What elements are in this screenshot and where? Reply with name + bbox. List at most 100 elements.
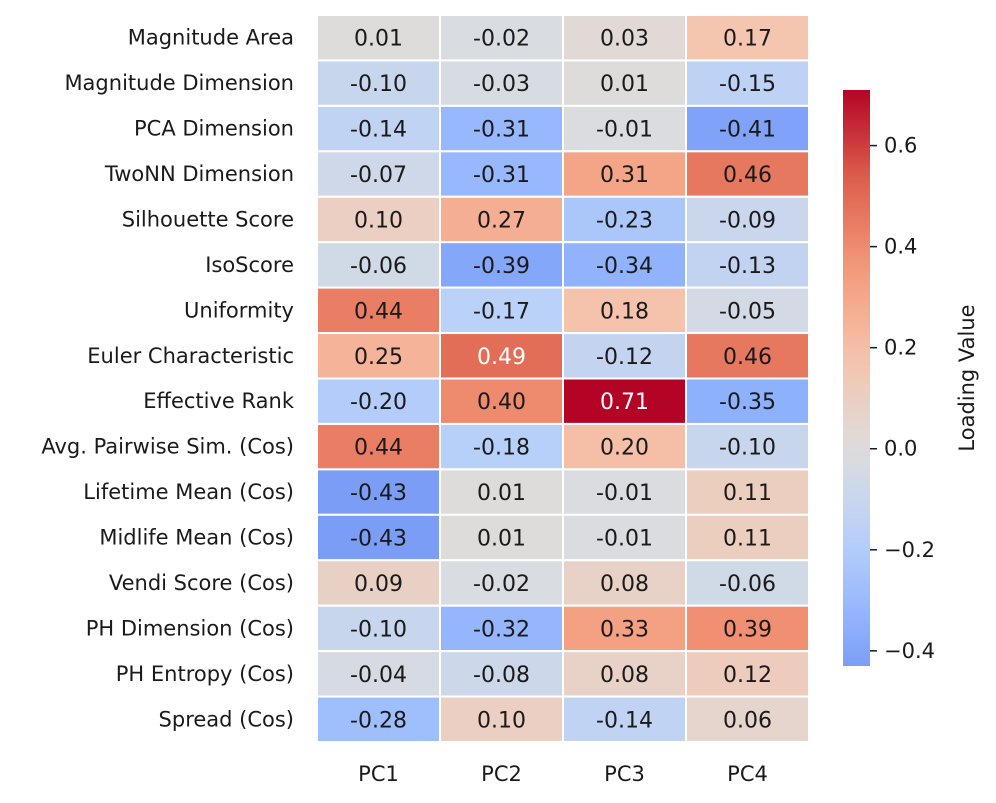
- cell-value-label: -0.41: [719, 118, 776, 143]
- heatmap-cell: [685, 695, 810, 743]
- cell-value-label: 0.31: [600, 163, 649, 188]
- heatmap-cell: [685, 150, 810, 198]
- cell-value-label: 0.10: [477, 708, 526, 733]
- colorbar-label: Loading Value: [955, 304, 979, 451]
- row-label: Lifetime Mean (Cos): [83, 480, 294, 504]
- heatmap-cell: [685, 104, 810, 153]
- heatmap-cell: [562, 604, 687, 653]
- row-label: PH Dimension (Cos): [86, 616, 294, 640]
- cell-value-label: 0.10: [354, 208, 403, 233]
- cell-value-label: -0.08: [473, 663, 530, 688]
- cell-value-label: -0.12: [596, 345, 653, 370]
- colorbar-tick-label: −0.2: [884, 538, 935, 562]
- cell-value-label: -0.15: [719, 72, 776, 97]
- heatmap-cell: [316, 422, 441, 471]
- cell-value-label: 0.12: [723, 663, 772, 688]
- row-label: Magnitude Dimension: [64, 71, 294, 95]
- heatmap-cells: [316, 14, 810, 743]
- colorbar-tick-label: 0.6: [884, 134, 917, 158]
- cell-value-label: -0.23: [596, 208, 653, 233]
- heatmap-cell: [685, 59, 810, 107]
- cell-value-label: 0.33: [600, 617, 649, 642]
- heatmap-cell: [685, 468, 810, 516]
- cell-value-label: -0.10: [719, 436, 776, 461]
- heatmap-cell: [439, 468, 564, 516]
- colorbar-tick-label: 0.4: [884, 235, 917, 259]
- heatmap-cell: [439, 513, 564, 562]
- column-label: PC3: [604, 762, 645, 786]
- heatmap-cell: [316, 241, 441, 289]
- cell-value-label: -0.07: [350, 163, 407, 188]
- heatmap-cell: [316, 195, 441, 244]
- cell-value-label: 0.44: [354, 436, 403, 461]
- cell-value-label: -0.14: [350, 118, 407, 143]
- column-label: PC4: [727, 762, 768, 786]
- cell-value-label: -0.14: [596, 708, 653, 733]
- cell-value-label: -0.39: [473, 254, 530, 279]
- column-label: PC1: [358, 762, 399, 786]
- cell-value-label: 0.09: [354, 572, 403, 597]
- cell-value-label: -0.04: [350, 663, 407, 688]
- heatmap-cell: [562, 513, 687, 562]
- heatmap-cell: [685, 377, 810, 425]
- colorbar-tick-label: 0.2: [884, 336, 917, 360]
- heatmap-cell: [685, 559, 810, 607]
- cell-value-label: 0.11: [723, 527, 772, 552]
- heatmap-cell: [685, 14, 810, 62]
- heatmap-cell: [562, 332, 687, 380]
- heatmap-cell: [685, 604, 810, 653]
- cell-value-label: 0.40: [477, 390, 526, 415]
- cell-value-label: -0.43: [350, 527, 407, 552]
- cell-value-label: 0.01: [477, 481, 526, 506]
- row-label: IsoScore: [205, 253, 294, 277]
- column-label: PC2: [481, 762, 522, 786]
- cell-value-label: -0.01: [596, 481, 653, 506]
- heatmap-cell: [562, 286, 687, 335]
- heatmap-cell: [316, 332, 441, 380]
- row-label: Magnitude Area: [128, 26, 294, 50]
- cell-value-label: -0.03: [473, 72, 530, 97]
- row-label: Midlife Mean (Cos): [99, 526, 294, 550]
- cell-value-label: 0.17: [723, 27, 772, 52]
- cell-value-label: 0.71: [600, 390, 649, 415]
- cell-value-label: -0.06: [350, 254, 407, 279]
- cell-value-label: -0.10: [350, 72, 407, 97]
- row-label: PCA Dimension: [134, 117, 294, 141]
- colorbar-tick-label: −0.4: [884, 639, 935, 663]
- heatmap-cell: [439, 241, 564, 289]
- heatmap-cell: [439, 604, 564, 653]
- row-label: Vendi Score (Cos): [109, 571, 294, 595]
- row-label: Spread (Cos): [159, 707, 294, 731]
- cell-value-label: 0.03: [600, 27, 649, 52]
- cell-value-label: -0.34: [596, 254, 653, 279]
- cell-value-label: -0.28: [350, 708, 407, 733]
- row-label: Uniformity: [184, 298, 294, 322]
- heatmap-cell: [316, 604, 441, 653]
- colorbar-gradient: [843, 90, 870, 666]
- cell-value-label: 0.08: [600, 663, 649, 688]
- cell-value-label: 0.46: [723, 345, 772, 370]
- cell-value-label: 0.25: [354, 345, 403, 370]
- colorbar-tick-label: 0.0: [884, 437, 917, 461]
- cell-value-label: 0.18: [600, 299, 649, 324]
- cell-value-label: 0.01: [354, 27, 403, 52]
- heatmap-cell: [316, 695, 441, 743]
- cell-value-label: -0.18: [473, 436, 530, 461]
- row-label: PH Entropy (Cos): [116, 662, 294, 686]
- heatmap-cell: [439, 150, 564, 198]
- cell-value-label: -0.01: [596, 527, 653, 552]
- heatmap-cell: [562, 650, 687, 698]
- heatmap-cell: [316, 559, 441, 607]
- cell-value-label: -0.06: [719, 572, 776, 597]
- row-label: Silhouette Score: [122, 207, 294, 231]
- cell-value-label: -0.35: [719, 390, 776, 415]
- cell-value-label: 0.44: [354, 299, 403, 324]
- cell-value-label: -0.05: [719, 299, 776, 324]
- row-labels: Magnitude Area Magnitude Dimension PCA Dim…: [41, 26, 294, 732]
- cell-value-label: -0.31: [473, 163, 530, 188]
- cell-value-label: 0.27: [477, 208, 526, 233]
- cell-value-label: -0.01: [596, 118, 653, 143]
- cell-value-label: 0.39: [723, 617, 772, 642]
- row-label: Avg. Pairwise Sim. (Cos): [41, 435, 294, 459]
- heatmap-cell: [316, 14, 441, 62]
